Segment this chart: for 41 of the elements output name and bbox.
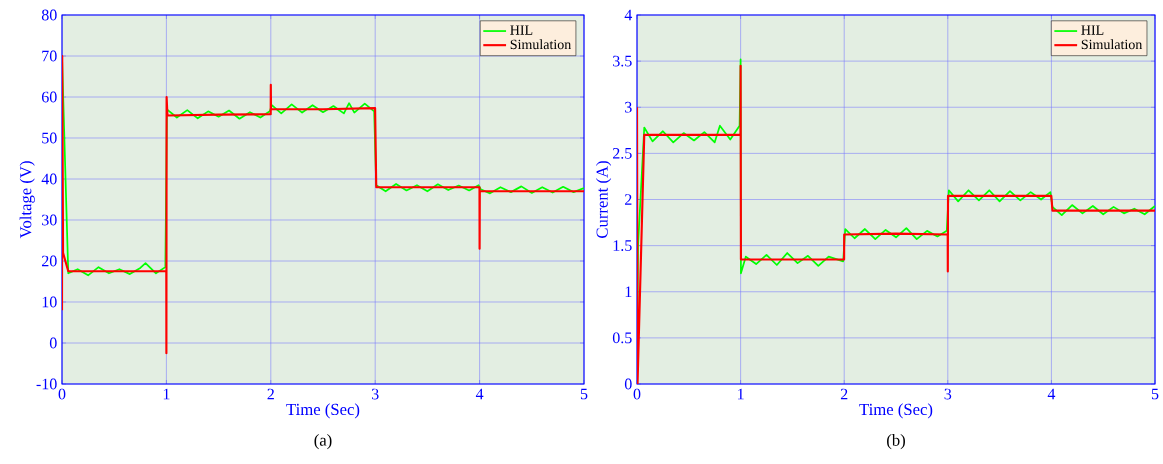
y-tick-label: 0: [624, 378, 632, 390]
x-tick-label: 2: [840, 388, 848, 400]
text: (a): [314, 434, 332, 450]
x-tick-label: 5: [1151, 388, 1159, 400]
legend-label: Simulation: [510, 39, 572, 50]
legend-label: HIL: [510, 25, 533, 35]
x-tick-label: 1: [163, 388, 170, 400]
y-tick-label: 40: [41, 173, 57, 185]
y-tick-label: 20: [42, 255, 57, 267]
y-tick-label: 50: [42, 132, 57, 144]
legend-label: Simulation: [1081, 39, 1143, 50]
text: (b): [887, 434, 905, 450]
x-tick-label: 5: [580, 388, 588, 400]
x-tick-label: 1: [738, 388, 744, 400]
x-tick-label: 4: [1047, 388, 1056, 400]
y-tick-label: 80: [41, 9, 57, 21]
x-tick-label: 0: [633, 388, 641, 400]
y-tick-label: 3: [625, 101, 632, 113]
x-tick-label: 3: [944, 388, 952, 400]
y-tick-label: 2: [625, 194, 632, 205]
y-tick-label: 1: [625, 286, 632, 298]
y-tick-label: 1.5: [613, 240, 632, 252]
x-tick-label: 2: [267, 388, 274, 400]
y-tick-label: 10: [42, 296, 57, 308]
x-axis-title: Time (Sec): [859, 403, 933, 419]
y-tick-label: 60: [41, 91, 57, 103]
y-tick-label: 0: [49, 337, 57, 349]
y-tick-label: 70: [42, 50, 57, 62]
y-tick-label: 2.5: [613, 147, 632, 159]
y-axis-title: Voltage (V): [19, 161, 35, 239]
y-tick-label: 3.5: [613, 55, 632, 67]
x-tick-label: 4: [475, 388, 484, 400]
y-tick-label: -10: [36, 378, 57, 390]
y-tick-label: 4: [624, 9, 633, 21]
x-axis-title: Time (Sec): [286, 403, 360, 419]
x-tick-label: 3: [371, 388, 379, 400]
y-axis-title: Current (A): [596, 161, 612, 238]
y-tick-label: 0.5: [612, 332, 632, 344]
legend-label: HIL: [1081, 25, 1104, 35]
y-tick-label: 30: [42, 214, 57, 226]
x-tick-label: 0: [58, 388, 66, 400]
